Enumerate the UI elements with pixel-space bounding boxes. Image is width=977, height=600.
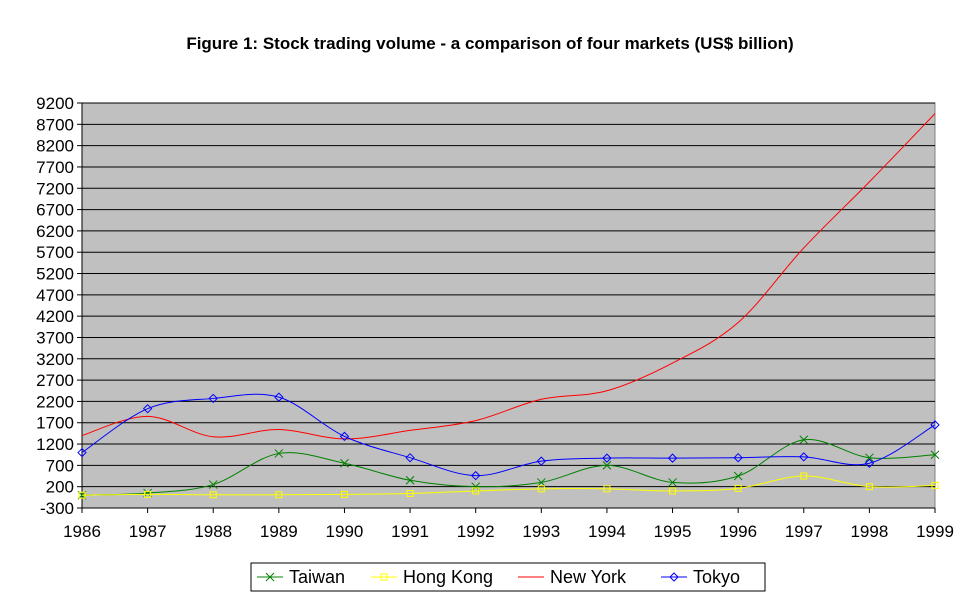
y-tick-label: 5200: [36, 265, 74, 284]
x-tick-label: 1992: [457, 522, 495, 541]
x-tick-label: 1999: [916, 522, 954, 541]
y-tick-label: 8700: [36, 115, 74, 134]
data-point-hong-kong: [144, 490, 152, 498]
legend-item-hong-kong: Hong Kong: [371, 567, 493, 587]
data-point-hong-kong: [603, 485, 611, 493]
legend-label-tokyo: Tokyo: [693, 567, 740, 587]
legend-marker-tokyo: [669, 572, 679, 582]
data-point-tokyo: [733, 452, 743, 463]
x-tick-label: 1991: [391, 522, 429, 541]
legend-marker-taiwan: [265, 572, 275, 582]
data-point-tokyo: [470, 470, 481, 481]
series-line-tokyo: [81, 393, 936, 477]
y-tick-label: 6200: [36, 222, 74, 241]
x-tick-label: 1986: [63, 522, 101, 541]
y-tick-label: 8200: [36, 137, 74, 156]
legend-label-hong-kong: Hong Kong: [403, 567, 493, 587]
x-tick-label: 1988: [194, 522, 232, 541]
data-point-tokyo: [602, 453, 612, 463]
y-tick-label: 2700: [36, 371, 74, 390]
y-tick-label: 4200: [36, 307, 74, 326]
y-tick-label: 6700: [36, 201, 74, 220]
plot-area: [81, 102, 936, 509]
data-point-taiwan: [274, 449, 284, 458]
y-tick-label: 4700: [36, 286, 74, 305]
x-tick-label: 1998: [850, 522, 888, 541]
data-point-hong-kong: [78, 491, 86, 499]
data-point-hong-kong: [800, 472, 808, 480]
y-tick-label: 3700: [36, 328, 74, 347]
x-tick-label: 1995: [654, 522, 692, 541]
data-point-hong-kong: [931, 481, 939, 489]
data-point-tokyo: [667, 453, 678, 463]
x-axis: 1986 1987 1988 1989 1990 1991 1992 1993 1994 1995…: [63, 508, 954, 541]
x-tick-label: 1989: [260, 522, 298, 541]
legend-item-new-york: New York: [518, 567, 627, 587]
x-tick-label: 1994: [588, 522, 626, 541]
series-tokyo: [77, 392, 940, 481]
data-point-taiwan: [733, 471, 743, 481]
series-layer: [77, 113, 940, 500]
x-tick-label: 1993: [522, 522, 560, 541]
y-tick-label: -300: [40, 499, 74, 518]
y-tick-label: 3200: [36, 350, 74, 369]
data-point-hong-kong: [537, 485, 545, 493]
series-line-taiwan: [81, 439, 936, 496]
y-tick-label: 9200: [36, 94, 74, 113]
data-point-taiwan: [602, 461, 612, 470]
y-tick-label: 7700: [36, 158, 74, 177]
y-tick-label: 1700: [36, 414, 74, 433]
data-point-taiwan: [799, 435, 809, 445]
data-point-tokyo: [339, 431, 350, 442]
data-point-taiwan: [930, 450, 940, 460]
legend-marker-hong-kong: [380, 573, 388, 581]
data-point-hong-kong: [406, 490, 414, 498]
data-point-hong-kong: [865, 483, 873, 491]
data-point-hong-kong: [669, 487, 677, 495]
data-point-taiwan: [405, 475, 415, 485]
y-tick-label: 700: [46, 456, 74, 475]
x-tick-label: 1987: [129, 522, 167, 541]
data-point-taiwan: [340, 458, 349, 468]
data-point-hong-kong: [734, 484, 742, 492]
series-hong-kong: [78, 472, 939, 499]
chart-title: Figure 1: Stock trading volume - a compa…: [186, 34, 793, 53]
data-point-taiwan: [865, 453, 874, 463]
x-tick-label: 1997: [785, 522, 823, 541]
legend-label-new-york: New York: [550, 567, 627, 587]
data-point-taiwan: [208, 480, 218, 489]
data-point-tokyo: [405, 452, 415, 463]
data-point-tokyo: [930, 420, 940, 430]
data-point-tokyo: [208, 393, 218, 404]
data-point-taiwan: [536, 478, 546, 487]
plot-background: [81, 102, 936, 509]
legend-item-taiwan: Taiwan: [257, 567, 345, 587]
data-point-tokyo: [142, 403, 153, 414]
data-point-tokyo: [77, 447, 87, 458]
y-tick-label: 2200: [36, 392, 74, 411]
y-tick-label: 7200: [36, 179, 74, 198]
x-tick-label: 1996: [719, 522, 757, 541]
legend-label-taiwan: Taiwan: [289, 567, 345, 587]
series-line-new-york: [81, 113, 936, 440]
data-point-tokyo: [799, 452, 809, 462]
data-point-hong-kong: [275, 491, 283, 499]
data-point-taiwan: [668, 478, 677, 487]
data-point-hong-kong: [472, 487, 480, 495]
y-axis: -300 200 700 1200 1700 2200 2700 3200 3700 4200 47…: [36, 94, 935, 518]
series-new-york: [81, 113, 936, 440]
y-tick-label: 1200: [36, 435, 74, 454]
series-line-hong-kong: [81, 475, 936, 496]
y-tick-label: 5700: [36, 243, 74, 262]
data-point-tokyo: [536, 456, 547, 466]
data-point-tokyo: [864, 458, 875, 468]
data-point-hong-kong: [340, 490, 348, 498]
legend: Taiwan Hong Kong New York Tokyo: [250, 562, 766, 592]
x-tick-label: 1990: [326, 522, 364, 541]
y-tick-label: 200: [46, 478, 74, 497]
legend-item-tokyo: Tokyo: [661, 567, 740, 587]
data-point-tokyo: [274, 392, 284, 402]
data-point-hong-kong: [209, 491, 217, 499]
